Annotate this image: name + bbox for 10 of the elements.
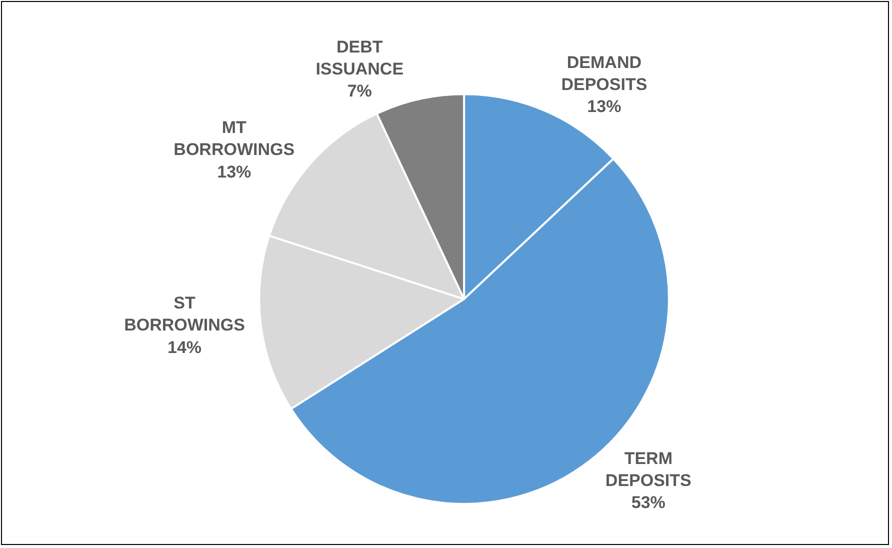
data-label: 14%: [168, 338, 202, 357]
slice-label: DEMAND DEPOSITS: [561, 52, 648, 94]
slice-label: ST BORROWINGS: [124, 294, 245, 335]
data-label: 13%: [587, 96, 622, 116]
slice-label: DEBT ISSUANCE: [316, 37, 404, 78]
slice-label: TERM DEPOSITS: [605, 449, 692, 490]
slice-label: MT BORROWINGS: [174, 118, 295, 160]
data-label: 7%: [347, 82, 372, 101]
data-label: 13%: [217, 162, 252, 182]
data-label: 53%: [631, 493, 666, 512]
